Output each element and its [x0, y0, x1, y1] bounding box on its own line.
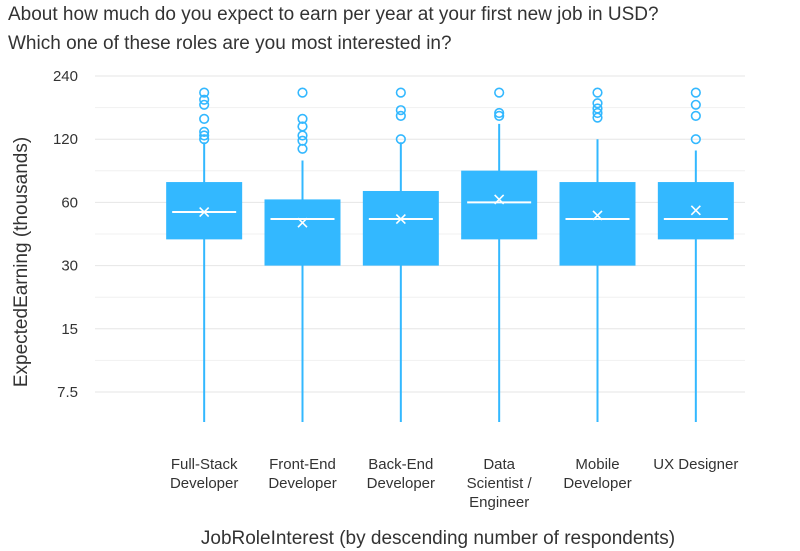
mean-marker	[494, 194, 505, 205]
outlier-point	[592, 98, 603, 109]
x-axis-ticks: Full-Stack Developer Front-End Developer Bac…	[170, 456, 738, 511]
mean-marker	[199, 206, 210, 218]
box-group	[264, 87, 341, 422]
x-tick-label: Front-End	[269, 456, 336, 473]
box	[559, 182, 636, 266]
x-tick-label: Engineer	[469, 494, 529, 511]
outlier-point	[395, 134, 406, 145]
outlier-point	[690, 87, 701, 98]
x-tick-label: Mobile	[575, 456, 619, 473]
outlier-point	[199, 126, 210, 138]
outlier-point	[199, 99, 210, 110]
x-tick-label: Full-Stack	[171, 456, 238, 473]
outlier-point	[395, 110, 406, 121]
x-tick-label: Developer	[170, 475, 238, 492]
x-tick-label: Scientist /	[467, 475, 533, 492]
box-group	[461, 87, 538, 422]
mean-marker	[592, 210, 603, 221]
y-axis-ticks: 7.5 15 30 60 120 240	[53, 68, 78, 401]
outlier-point	[690, 110, 701, 121]
x-tick-label: Developer	[367, 475, 435, 492]
mean-marker	[395, 213, 406, 225]
mean-marker	[297, 217, 308, 228]
y-tick-label: 7.5	[57, 384, 78, 401]
x-tick-label: Back-End	[368, 456, 433, 473]
outlier-point	[297, 143, 308, 154]
y-tick-label: 240	[53, 68, 78, 85]
outlier-point	[592, 112, 603, 123]
box-group	[166, 87, 243, 422]
chart-title-line-2: Which one of these roles are you most in…	[8, 33, 452, 54]
outlier-point	[297, 113, 308, 124]
y-tick-label: 15	[61, 321, 78, 338]
outlier-point	[592, 87, 603, 98]
y-tick-label: 60	[61, 194, 78, 211]
outlier-point	[494, 110, 505, 121]
y-tick-label: 30	[61, 258, 78, 275]
outlier-point	[395, 87, 406, 98]
outlier-point	[494, 87, 505, 98]
outlier-point	[199, 113, 210, 124]
box	[264, 199, 341, 266]
outlier-point	[199, 94, 210, 105]
outlier-point	[297, 87, 308, 98]
outlier-point	[690, 134, 701, 145]
mean-marker	[690, 205, 701, 216]
outlier-point	[199, 87, 210, 98]
x-tick-label: Developer	[563, 475, 631, 492]
outlier-point	[592, 107, 603, 119]
x-tick-label: Data	[483, 456, 515, 473]
x-tick-label: Developer	[268, 475, 336, 492]
outlier-point	[494, 107, 505, 119]
box	[166, 182, 243, 240]
y-axis-title: ExpectedEarning (thousands)	[11, 137, 32, 387]
box	[461, 170, 538, 240]
y-tick-label: 120	[53, 131, 78, 148]
box-group	[657, 87, 734, 422]
outlier-point	[199, 134, 210, 145]
outlier-point	[297, 130, 308, 141]
box-group	[559, 87, 636, 422]
box-group	[362, 87, 439, 422]
x-tick-label: UX Designer	[653, 456, 738, 473]
outlier-point	[395, 105, 406, 116]
outlier-point	[199, 130, 210, 141]
boxes	[166, 87, 734, 422]
box	[362, 190, 439, 266]
outlier-point	[690, 99, 701, 110]
chart-title-line-1: About how much do you expect to earn per…	[8, 4, 659, 25]
x-axis-title: JobRoleInterest (by descending number of…	[201, 528, 675, 549]
